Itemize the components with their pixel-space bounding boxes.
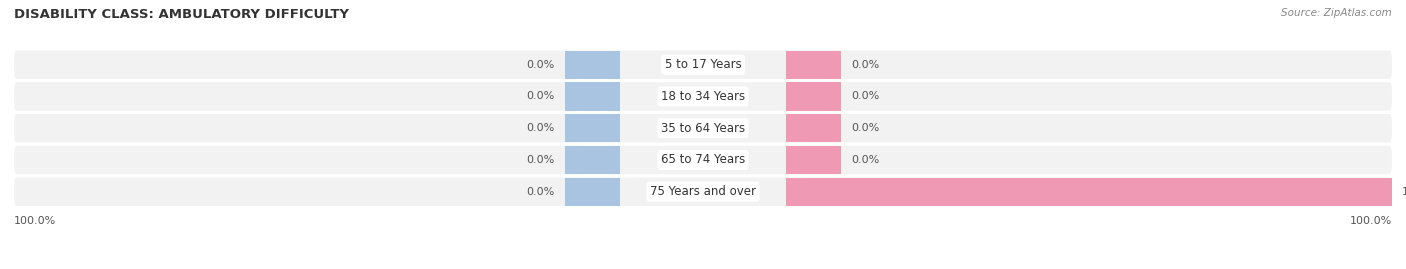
Text: 0.0%: 0.0%: [527, 187, 555, 197]
FancyBboxPatch shape: [14, 178, 1392, 206]
Text: 0.0%: 0.0%: [851, 155, 879, 165]
Text: 0.0%: 0.0%: [851, 60, 879, 70]
Bar: [786, 146, 841, 174]
Text: 0.0%: 0.0%: [851, 91, 879, 101]
Text: 0.0%: 0.0%: [527, 60, 555, 70]
FancyBboxPatch shape: [14, 114, 1392, 143]
Bar: [565, 146, 620, 174]
FancyBboxPatch shape: [14, 51, 1392, 79]
Text: 65 to 74 Years: 65 to 74 Years: [661, 154, 745, 167]
Text: 0.0%: 0.0%: [851, 123, 879, 133]
Text: 35 to 64 Years: 35 to 64 Years: [661, 122, 745, 135]
Bar: [786, 82, 841, 111]
Text: 75 Years and over: 75 Years and over: [650, 185, 756, 198]
Text: 18 to 34 Years: 18 to 34 Years: [661, 90, 745, 103]
Bar: [565, 51, 620, 79]
Text: 100.0%: 100.0%: [14, 216, 56, 226]
Text: DISABILITY CLASS: AMBULATORY DIFFICULTY: DISABILITY CLASS: AMBULATORY DIFFICULTY: [14, 8, 349, 21]
Text: 5 to 17 Years: 5 to 17 Years: [665, 58, 741, 71]
Bar: [786, 114, 841, 143]
Bar: [565, 114, 620, 143]
FancyBboxPatch shape: [14, 146, 1392, 174]
FancyBboxPatch shape: [14, 82, 1392, 111]
Bar: [786, 178, 1392, 206]
Text: 100.0%: 100.0%: [1402, 187, 1406, 197]
Bar: [565, 82, 620, 111]
Text: Source: ZipAtlas.com: Source: ZipAtlas.com: [1281, 8, 1392, 18]
Bar: [565, 178, 620, 206]
Bar: [786, 51, 841, 79]
Text: 0.0%: 0.0%: [527, 91, 555, 101]
Text: 0.0%: 0.0%: [527, 123, 555, 133]
Text: 0.0%: 0.0%: [527, 155, 555, 165]
Text: 100.0%: 100.0%: [1350, 216, 1392, 226]
